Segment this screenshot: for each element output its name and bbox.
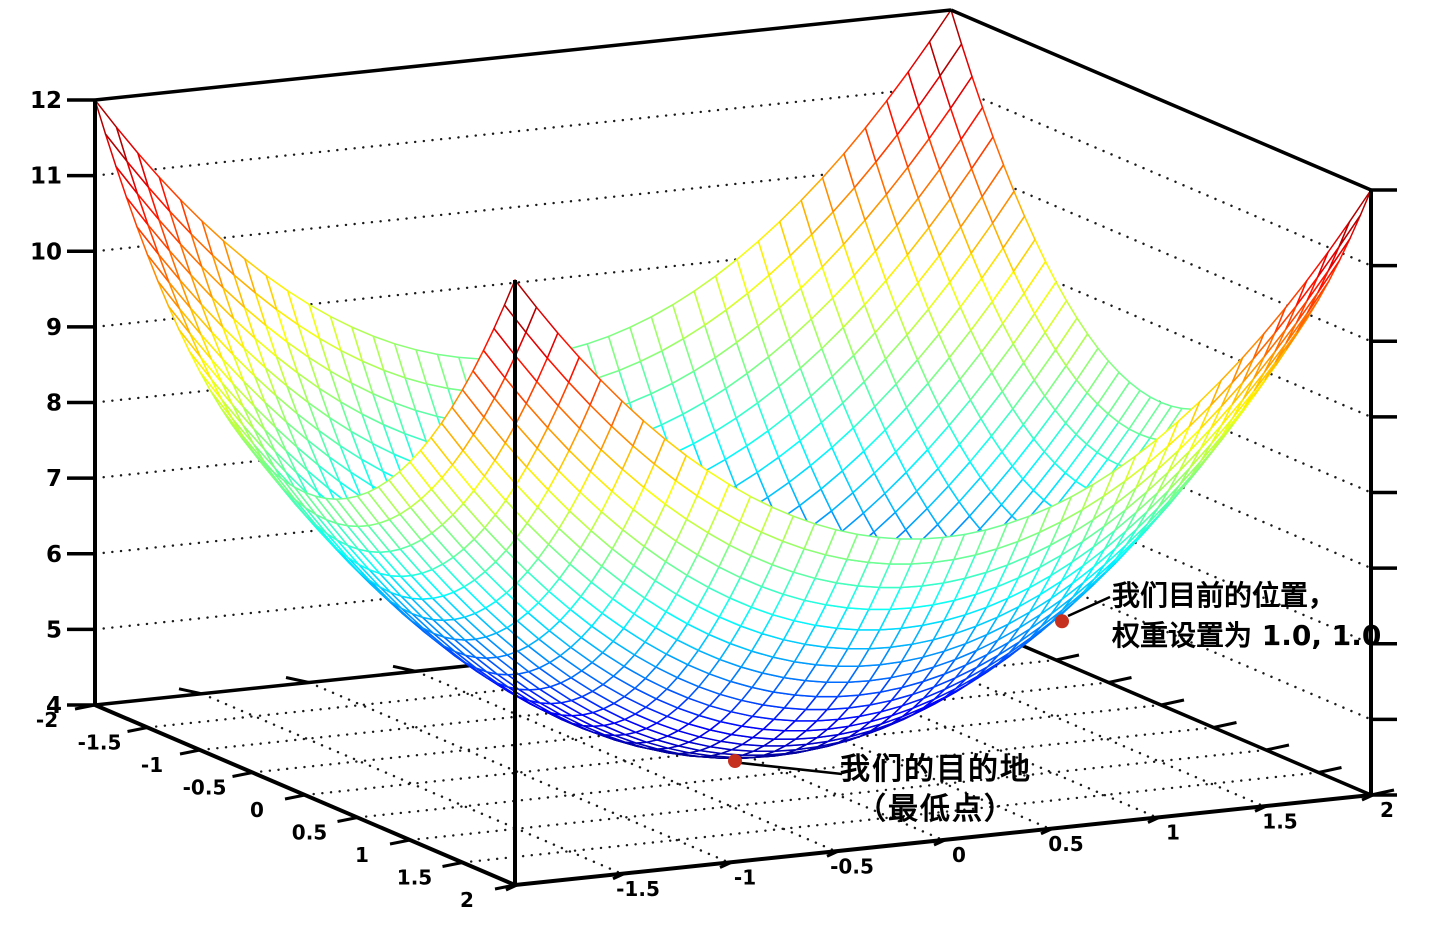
svg-text:10: 10 — [30, 239, 62, 265]
svg-text:0: 0 — [250, 798, 264, 822]
svg-text:0.5: 0.5 — [292, 821, 327, 845]
svg-text:1.5: 1.5 — [397, 866, 432, 890]
svg-text:11: 11 — [30, 164, 62, 190]
svg-text:6: 6 — [46, 542, 62, 568]
svg-text:12: 12 — [30, 88, 62, 114]
svg-text:1: 1 — [1166, 821, 1180, 845]
svg-text:-1.5: -1.5 — [78, 731, 122, 755]
annotation-destination-line2: （最低点） — [856, 792, 1016, 827]
svg-text:2: 2 — [460, 888, 474, 912]
svg-text:1.5: 1.5 — [1262, 809, 1297, 833]
svg-text:7: 7 — [46, 466, 62, 492]
svg-text:-1: -1 — [734, 866, 756, 890]
svg-text:0.5: 0.5 — [1048, 832, 1083, 856]
annotation-destination: 我们的目的地 （最低点） — [826, 750, 1046, 830]
annotation-current-position-line2: 权重设置为 1.0, 1.0 — [1112, 619, 1382, 652]
svg-text:5: 5 — [46, 617, 62, 643]
annotation-current-position: 我们目前的位置， 权重设置为 1.0, 1.0 — [1112, 576, 1381, 656]
svg-text:-0.5: -0.5 — [830, 854, 874, 878]
svg-text:-2: -2 — [36, 708, 58, 732]
svg-text:4: 4 — [46, 693, 62, 719]
svg-text:-1.5: -1.5 — [616, 877, 660, 901]
svg-text:1: 1 — [355, 843, 369, 867]
svg-text:-1: -1 — [141, 753, 163, 777]
svg-text:9: 9 — [46, 315, 62, 341]
annotation-destination-line1: 我们的目的地 — [840, 752, 1032, 787]
svg-text:-0.5: -0.5 — [183, 776, 227, 800]
svg-text:2: 2 — [1380, 798, 1394, 822]
annotation-current-position-line1: 我们目前的位置， — [1112, 579, 1337, 612]
svg-text:8: 8 — [46, 391, 62, 417]
svg-text:0: 0 — [952, 843, 966, 867]
